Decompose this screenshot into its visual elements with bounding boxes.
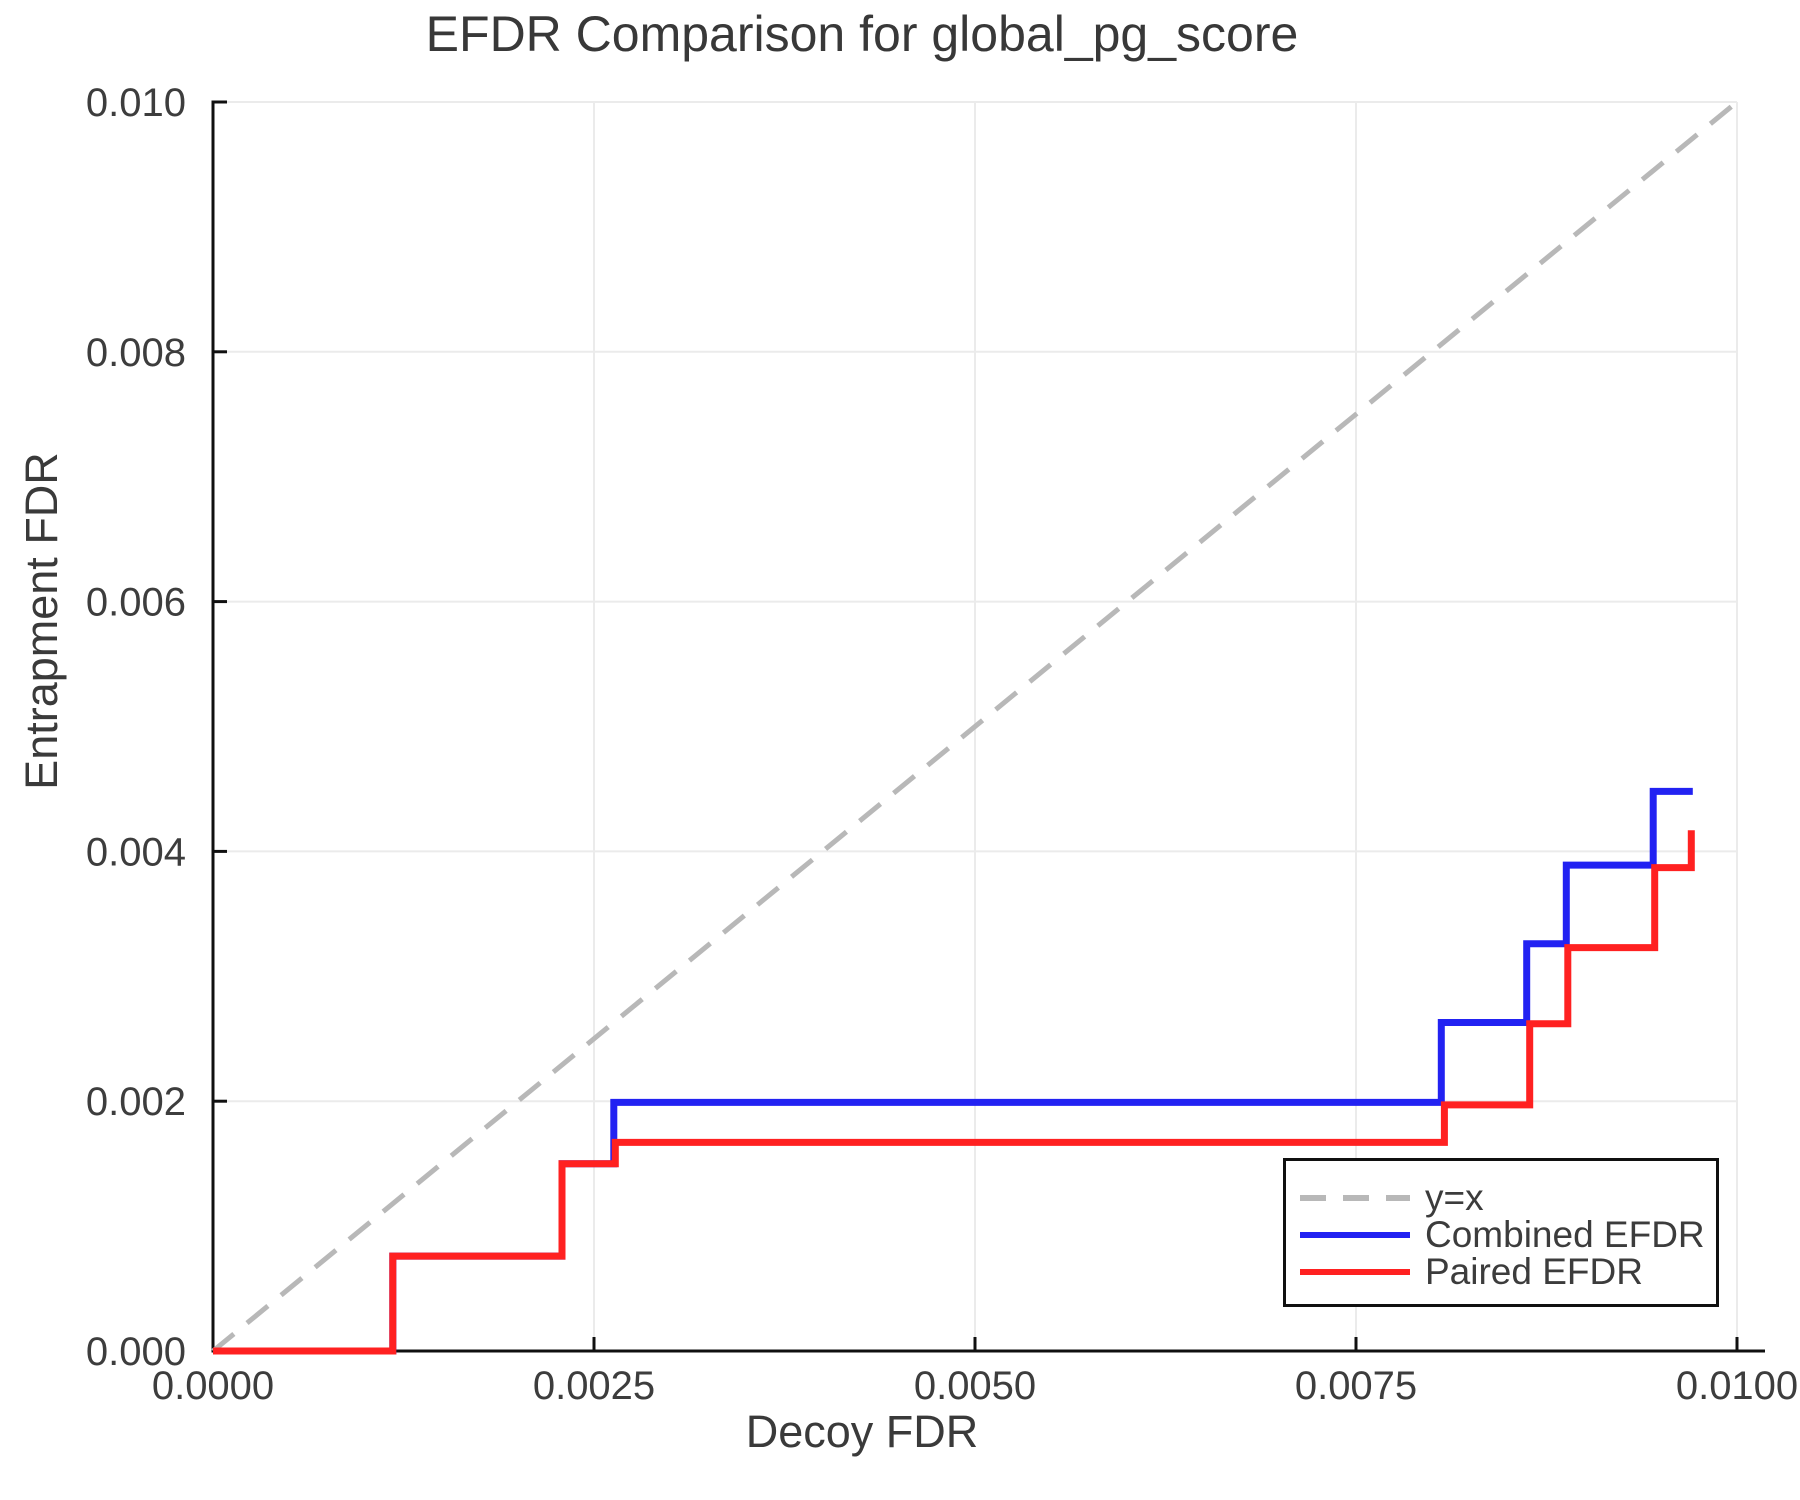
x-tick-label: 0.0075 xyxy=(1295,1364,1417,1408)
y-tick-label: 0.006 xyxy=(86,581,186,625)
y-tick-label: 0.004 xyxy=(86,830,186,874)
legend-label-yx: y=x xyxy=(1425,1177,1484,1218)
combined-efdr-line-swatch xyxy=(1300,1231,1410,1238)
chart-title: EFDR Comparison for global_pg_score xyxy=(425,6,1299,62)
legend-label-combined-efdr: Combined EFDR xyxy=(1425,1214,1705,1255)
x-axis-label: Decoy FDR xyxy=(745,1406,979,1457)
paired-efdr-line xyxy=(213,830,1695,1355)
y-tick-label: 0.002 xyxy=(86,1080,186,1124)
y-tick-label: 0.010 xyxy=(86,81,186,125)
legend-item-combined-efdr: Combined EFDR xyxy=(1300,1216,1708,1253)
x-tick-label: 0.0025 xyxy=(533,1364,655,1408)
paired-efdr-line-swatch xyxy=(1300,1268,1410,1275)
legend-item-yx: y=x xyxy=(1300,1179,1708,1216)
legend-label-paired-efdr: Paired EFDR xyxy=(1425,1251,1643,1292)
yx-dashed-line-swatch xyxy=(1300,1194,1410,1201)
x-tick-label: 0.0100 xyxy=(1676,1364,1798,1408)
y-tick-label: 0.008 xyxy=(86,331,186,375)
x-tick-label: 0.0000 xyxy=(152,1364,274,1408)
legend: y=x Combined EFDR Paired EFDR xyxy=(1283,1158,1719,1307)
legend-item-paired-efdr: Paired EFDR xyxy=(1300,1253,1708,1290)
yx-reference-line xyxy=(211,100,1739,1353)
y-tick-label: 0.000 xyxy=(86,1330,186,1374)
x-tick-label: 0.0050 xyxy=(914,1364,1036,1408)
